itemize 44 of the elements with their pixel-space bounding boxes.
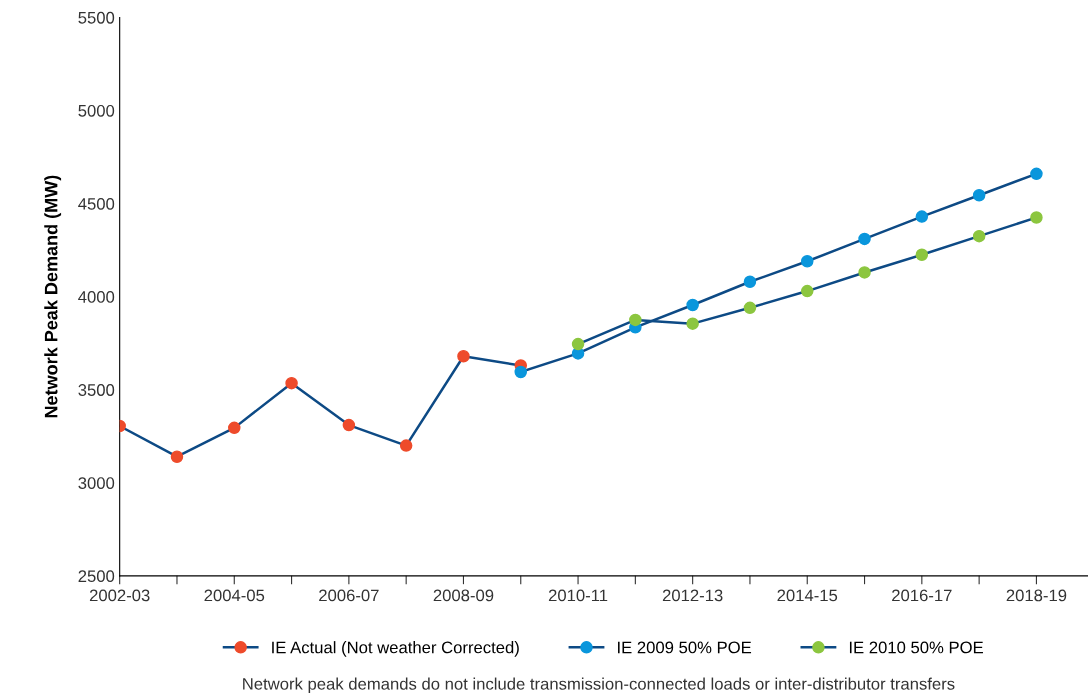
- point: [1030, 211, 1043, 224]
- y-tick-label: 4000: [78, 291, 115, 303]
- point: [686, 298, 699, 312]
- legend-label: IE 2010 50% POE: [849, 641, 983, 654]
- point: [342, 418, 356, 432]
- text: Network peak demands do not include transmission-connected loads or inter-distributor transfers: [243, 677, 955, 694]
- legend-label: IE Actual (Not weather Corrected): [272, 641, 519, 657]
- point: [858, 266, 871, 279]
- x-tick-label: 2006-07: [319, 589, 379, 602]
- point: [743, 275, 757, 289]
- y-tick-label: 2500: [78, 570, 115, 583]
- point: [972, 188, 986, 202]
- x-tick-label: 2002-03: [89, 589, 150, 602]
- point: [571, 337, 585, 351]
- point: [743, 301, 757, 315]
- x-tick-label: 2016-17: [892, 589, 952, 602]
- x-tick-label: 2014-15: [777, 589, 838, 602]
- x-tick-label: 2012-13: [662, 589, 723, 602]
- point: [858, 232, 871, 246]
- point: [629, 313, 642, 327]
- point: [800, 255, 814, 268]
- y-tick-label: 4500: [78, 197, 115, 210]
- point: [915, 210, 929, 223]
- point: [972, 229, 986, 243]
- point: [1030, 167, 1043, 181]
- y-tick-label: 3000: [78, 477, 115, 489]
- point: [457, 349, 470, 363]
- point: [285, 376, 298, 390]
- point: [170, 450, 184, 463]
- point: [228, 421, 241, 435]
- point: [915, 248, 929, 262]
- legend-label: IE 2009 50% POE: [618, 641, 752, 654]
- point: [399, 439, 413, 452]
- x-tick-label: 2008-09: [433, 589, 494, 602]
- x-tick-label: 2004-05: [204, 589, 265, 602]
- x-tick-label: 2018-19: [1006, 589, 1067, 602]
- point: [514, 365, 528, 379]
- point: [800, 284, 814, 298]
- y-tick-label: 5500: [78, 11, 115, 24]
- x-tick-label: 2010-11: [548, 589, 608, 602]
- point: [686, 317, 699, 330]
- y-axis-title: Network Peak Demand (MW): [44, 175, 62, 418]
- y-tick-label: 3500: [78, 384, 115, 396]
- y-tick-label: 5000: [78, 104, 115, 117]
